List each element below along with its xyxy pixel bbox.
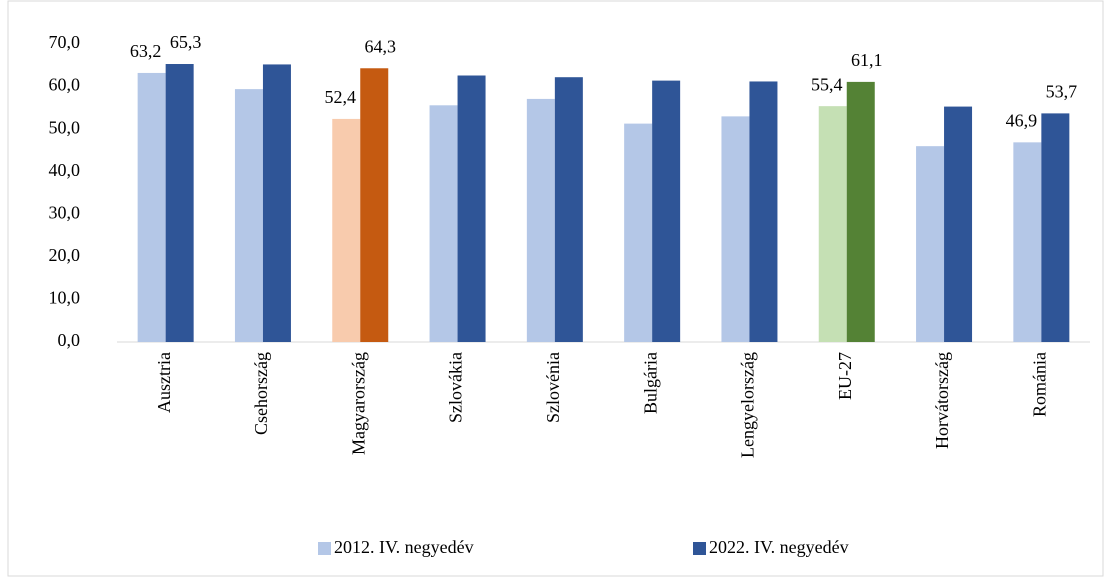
x-tick-label: Szlovénia: [543, 352, 563, 423]
legend-label: 2012. IV. negyedév: [334, 537, 474, 557]
data-label: 65,3: [170, 32, 202, 52]
data-label: 52,4: [325, 87, 357, 107]
legend-swatch: [318, 542, 331, 555]
x-tick-label: Szlovákia: [446, 352, 466, 423]
y-tick-label: 10,0: [49, 288, 81, 308]
bar: [360, 68, 389, 342]
bar: [721, 116, 750, 342]
x-tick-label: Ausztria: [154, 352, 174, 413]
bar: [165, 64, 194, 342]
legend-label: 2022. IV. negyedév: [709, 537, 849, 557]
bar: [1013, 142, 1042, 342]
bar: [624, 123, 653, 342]
data-label: 53,7: [1046, 82, 1078, 102]
x-tick-label: Magyarország: [348, 352, 368, 455]
y-tick-label: 60,0: [49, 75, 81, 95]
bar: [749, 81, 778, 342]
bar: [554, 77, 583, 342]
y-tick-label: 50,0: [49, 117, 81, 137]
x-tick-label: Románia: [1029, 352, 1049, 417]
bar: [916, 146, 945, 342]
data-label: 63,2: [130, 41, 162, 61]
y-tick-label: 30,0: [49, 202, 81, 222]
bar: [1041, 113, 1070, 343]
data-label: 55,4: [811, 74, 843, 94]
bar: [846, 81, 875, 342]
bar: [137, 72, 166, 342]
x-tick-label: Lengyelország: [738, 352, 758, 458]
bar: [526, 98, 555, 342]
bar: [944, 106, 973, 342]
bar: [457, 75, 486, 342]
y-tick-label: 70,0: [49, 32, 81, 52]
bar: [332, 118, 361, 342]
bar: [652, 80, 681, 343]
bar: [234, 89, 263, 342]
bar: [262, 64, 291, 342]
bar: [429, 105, 458, 342]
data-label: 46,9: [1006, 110, 1038, 130]
y-tick-label: 40,0: [49, 160, 81, 180]
x-tick-label: EU-27: [835, 352, 855, 400]
x-tick-label: Bulgária: [640, 352, 660, 414]
x-tick-label: Horvátország: [932, 352, 952, 449]
legend-swatch: [693, 542, 706, 555]
y-tick-label: 20,0: [49, 245, 81, 265]
bar: [818, 106, 847, 342]
x-tick-label: Csehország: [251, 352, 271, 435]
data-label: 61,1: [851, 50, 883, 70]
data-label: 64,3: [365, 36, 397, 56]
y-tick-label: 0,0: [58, 330, 81, 350]
